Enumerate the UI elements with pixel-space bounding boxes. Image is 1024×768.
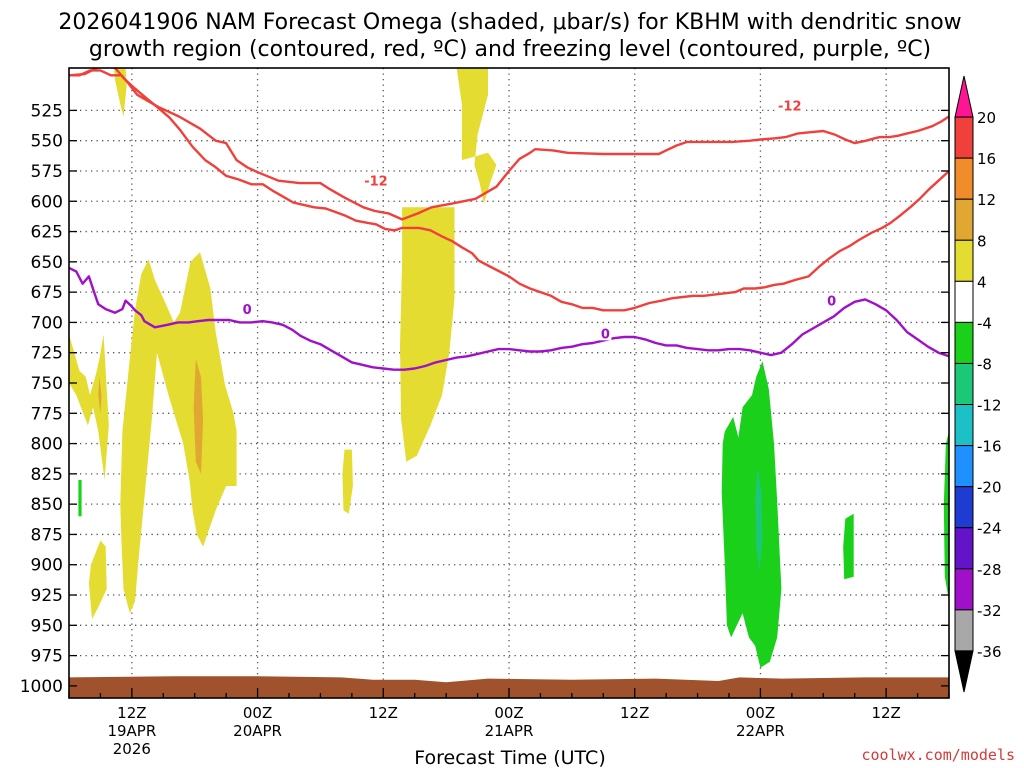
omega-region-7 [193,358,204,474]
y-tick-label-850: 850 [31,495,63,515]
colorbar-swatch [954,198,974,241]
omega-region-1 [456,68,497,204]
y-tick-label-575: 575 [31,162,63,182]
omega-region-8 [98,376,102,414]
omega-shading-layer [69,68,949,668]
colorbar-swatch [954,609,974,652]
contour-label-3: 0 [601,327,610,342]
y-tick-label-750: 750 [31,374,63,394]
colorbar-swatch [954,280,974,323]
x-tick-label-time: 00Z [746,704,775,722]
colorbar-swatch [954,486,974,529]
omega-region-0 [114,68,127,117]
terrain-layer [69,676,949,698]
omega-region-13 [78,479,82,517]
colorbar-label-1: 16 [977,150,996,168]
colorbar-top-arrow [954,75,974,118]
colorbar-swatch [954,445,974,488]
contour-label-bg [361,172,390,188]
contour-label-1: -12 [778,100,802,115]
omega-region-10 [755,467,763,571]
x-tick-label-time: 12Z [117,704,146,722]
x-tick-label-date: 22APR [736,722,785,740]
colorbar-label-0: 20 [977,109,996,127]
y-tick-label-825: 825 [31,465,63,485]
y-tick-label-975: 975 [31,647,63,667]
chart-title-line1: 2026041906 NAM Forecast Omega (shaded, μ… [58,10,961,35]
x-tick-label-date: 20APR [233,722,282,740]
contour-line-0 [69,69,949,221]
omega-region-5 [88,540,107,620]
x-tick-label-time: 00Z [243,704,272,722]
y-tick-label-625: 625 [31,223,63,243]
colorbar-label-3: 8 [977,232,987,250]
y-tick-label-550: 550 [31,132,63,152]
y-tick-label-725: 725 [31,344,63,364]
colorbar-label-10: -24 [977,520,1002,538]
y-tick-label-950: 950 [31,616,63,636]
contour-label-4: 0 [827,295,836,310]
terrain-surface [69,676,949,698]
x-tick-label-time: 12Z [369,704,398,722]
colorbar-label-6: -8 [977,355,992,373]
y-tick-label-875: 875 [31,525,63,545]
contour-label-bg [825,292,838,308]
colorbar: 20 16 12 8 4 -4 -8 -12 -16 -20 -24 -28 -32 -36 [954,75,1002,693]
omega-region-2 [400,207,455,462]
colorbar-label-7: -12 [977,397,1002,415]
y-tick-label-775: 775 [31,404,63,424]
colorbar-label-4: 4 [977,273,987,291]
colorbar-swatch [954,362,974,406]
colorbar-label-13: -36 [977,643,1002,661]
x-tick-label-date: 21APR [485,722,534,740]
x-tick-label-date: 19APR [107,722,156,740]
colorbar-swatch [954,157,974,200]
colorbar-label-11: -28 [977,561,1002,579]
x-tick-label-year: 2026 [113,740,151,758]
colorbar-swatch [954,527,974,570]
contour-line-1 [69,68,949,312]
colorbar-swatch [954,116,974,159]
contour-line-2 [69,266,949,371]
colorbar-label-5: -4 [977,314,992,332]
contour-label-0: -12 [364,175,388,190]
contour-label-bg [775,97,804,113]
y-tick-label-800: 800 [31,435,63,455]
colorbar-label-2: 12 [977,191,996,209]
colorbar-swatch [954,239,974,282]
omega-region-11 [843,513,854,580]
y-tick-label-1000: 1000 [20,677,63,697]
credit-text[interactable]: coolwx.com/models [861,746,1015,764]
x-tick-label-time: 00Z [494,704,523,722]
axes-layer: 525 550 575 600 625 650 675 700 725 750 775 800 825 8… [20,67,950,758]
x-tick-label-time: 12Z [620,704,649,722]
colorbar-label-8: -16 [977,438,1002,456]
chart-title-line2: growth region (contoured, red, ºC) and f… [89,37,931,62]
omega-region-6 [342,449,353,514]
y-tick-label-600: 600 [31,192,63,212]
omega-region-4 [120,252,237,614]
y-tick-label-700: 700 [31,313,63,333]
y-tick-label-925: 925 [31,586,63,606]
colorbar-swatch [954,321,974,364]
colorbar-bottom-arrow [954,650,974,693]
contour-label-bg [241,301,254,317]
x-axis-label: Forecast Time (UTC) [414,747,605,768]
contour-label-2: 0 [243,303,252,318]
colorbar-label-12: -32 [977,602,1002,620]
x-tick-label-time: 12Z [871,704,900,722]
colorbar-swatch [954,568,974,611]
omega-region-9 [721,361,782,668]
omega-region-3 [69,334,109,480]
contour-label-bg [599,325,612,341]
y-tick-label-675: 675 [31,283,63,303]
y-tick-label-900: 900 [31,556,63,576]
y-tick-label-525: 525 [31,101,63,121]
y-tick-label-650: 650 [31,253,63,273]
colorbar-label-9: -20 [977,479,1002,497]
colorbar-swatch [954,404,974,447]
contour-layer: -12 -12 0 0 0 [69,68,949,371]
